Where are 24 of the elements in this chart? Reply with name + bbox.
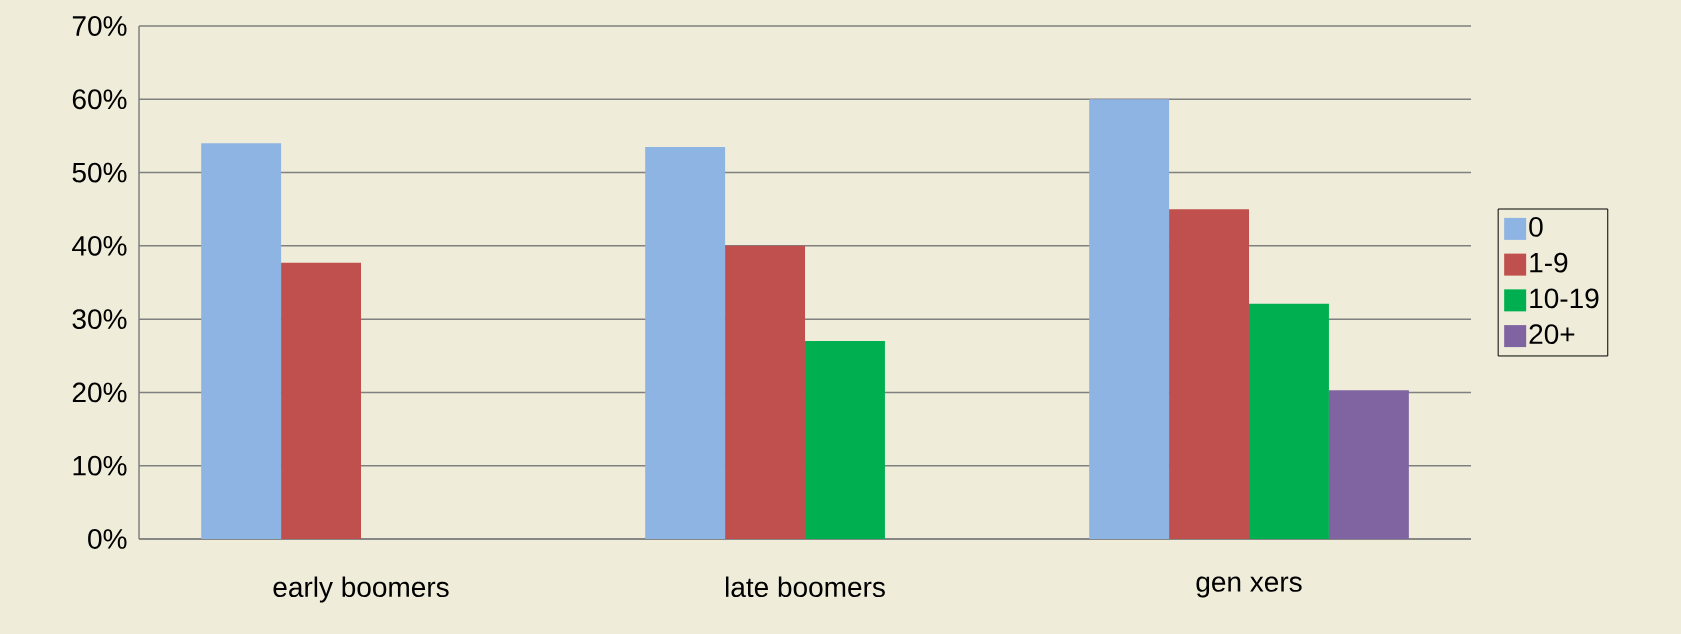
legend-label: 10-19: [1530, 288, 1599, 309]
y-tick-label: 40%: [72, 235, 127, 256]
y-tick-label: 10%: [73, 455, 127, 476]
legend-label: 0: [1529, 217, 1543, 237]
bar: [1089, 99, 1170, 539]
bar: [1249, 303, 1329, 539]
bar: [725, 245, 806, 539]
legend-label: 20+: [1529, 324, 1575, 345]
bar: [1328, 390, 1409, 539]
x-tick-label: late boomers: [725, 576, 885, 598]
y-tick-label: 70%: [72, 16, 127, 36]
y-tick-label: 20%: [72, 382, 127, 403]
bar: [1169, 209, 1250, 539]
x-tick-label: gen xers: [1196, 576, 1302, 598]
bar: [645, 146, 726, 539]
y-tick-label: 60%: [72, 89, 127, 110]
y-tick-label: 50%: [72, 162, 127, 183]
bar: [201, 143, 282, 539]
bar: [281, 262, 362, 539]
y-tick-label: 30%: [72, 309, 127, 330]
legend-label: 1-9: [1530, 252, 1568, 273]
bar: [805, 341, 885, 539]
x-tick-label: early boomers: [273, 576, 449, 603]
y-tick-label: 0%: [88, 529, 127, 549]
